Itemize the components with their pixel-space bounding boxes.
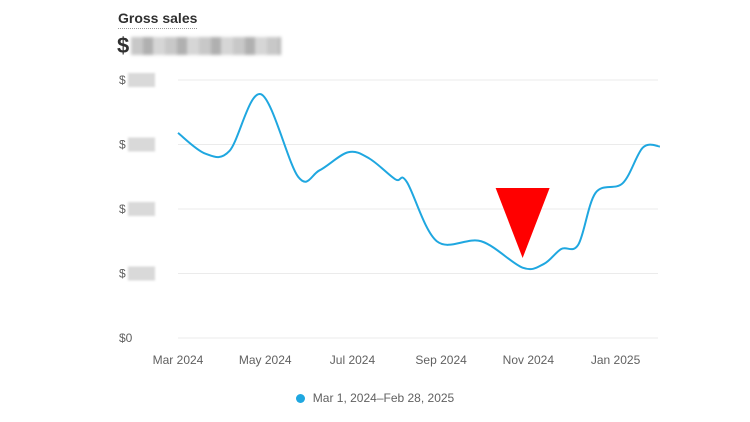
annotation-triangle (495, 188, 550, 258)
x-tick-label: Sep 2024 (415, 353, 467, 367)
x-tick-label: Nov 2024 (503, 353, 555, 367)
gross-sales-total: $ (117, 33, 282, 59)
redacted-value (131, 37, 282, 55)
y-tick-label: $0 (119, 331, 133, 345)
y-tick-label: $ (119, 138, 126, 152)
redacted-tick-value (128, 73, 155, 87)
x-tick-label: May 2024 (239, 353, 292, 367)
redacted-tick-value (128, 137, 155, 152)
redacted-tick-value (128, 266, 155, 281)
y-tick-label: $ (119, 267, 126, 281)
x-tick-label: Mar 2024 (153, 353, 204, 367)
x-tick-label: Jul 2024 (330, 353, 376, 367)
y-tick-label: $ (119, 73, 126, 87)
x-tick-label: Jan 2025 (591, 353, 641, 367)
legend[interactable]: Mar 1, 2024–Feb 28, 2025 (0, 391, 750, 405)
y-tick-label: $ (119, 202, 126, 216)
legend-label: Mar 1, 2024–Feb 28, 2025 (312, 391, 455, 405)
series-line (177, 93, 660, 271)
chart-title[interactable]: Gross sales (118, 10, 198, 29)
legend-marker (295, 393, 305, 403)
redacted-tick-value (128, 202, 155, 216)
